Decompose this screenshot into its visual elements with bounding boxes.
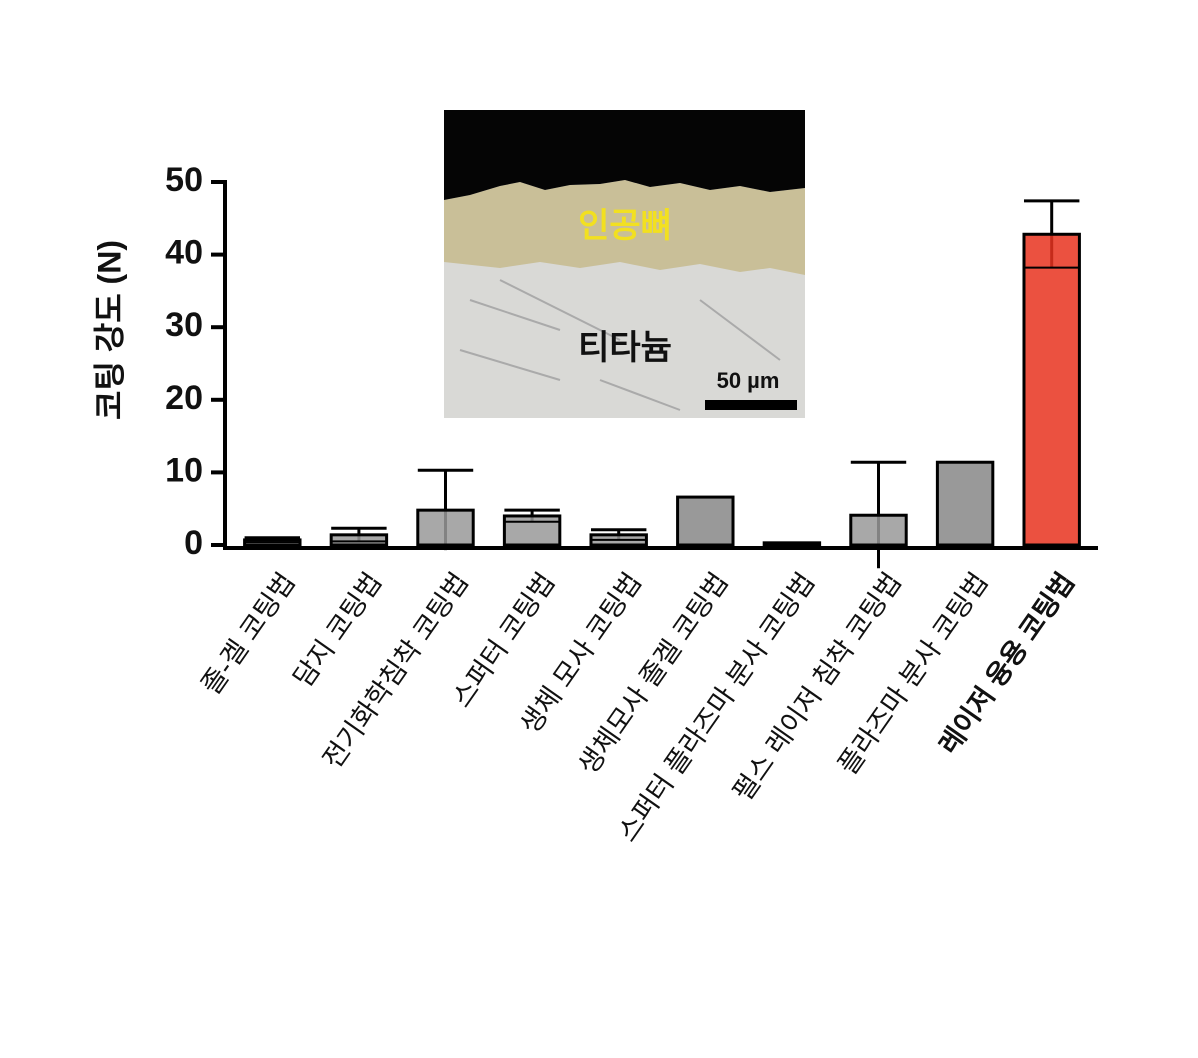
bar	[1022, 232, 1081, 547]
y-tick-label: 50	[165, 161, 203, 199]
bar	[849, 513, 908, 547]
y-tick-label: 40	[165, 234, 203, 272]
scale-label: 50 µm	[717, 368, 780, 393]
y-tick-label: 0	[184, 524, 203, 562]
bar	[762, 541, 822, 547]
texture	[459, 279, 781, 411]
x-tick-label: 생체모사 졸겔 코팅법	[573, 567, 734, 780]
scale-bar	[705, 400, 797, 410]
bar	[676, 495, 735, 547]
background-region	[444, 110, 805, 200]
bone-region	[444, 180, 805, 275]
y-tick-label: 20	[165, 379, 203, 417]
x-tick-label: 담지 코팅법	[288, 567, 388, 692]
x-tick-label: 플라즈마 분사 코팅법	[832, 567, 993, 780]
bar	[502, 514, 562, 547]
inset-upper-label: 인공뼈	[578, 207, 672, 245]
x-tick-label: 펄스 레이저 침착 코팅법	[727, 567, 907, 806]
y-axis-label: 코팅 강도 (N)	[91, 240, 127, 420]
inset-image: 인공뼈 티타늄 50 µm	[444, 110, 805, 418]
y-tick-label: 30	[165, 306, 203, 344]
bar	[329, 533, 389, 547]
inset-lower-label: 티타늄	[578, 329, 672, 367]
bar	[416, 508, 475, 547]
y-tick-label: 10	[165, 451, 203, 489]
bar	[935, 460, 995, 547]
x-tick-label: 졸-겔 코팅법	[196, 567, 301, 699]
